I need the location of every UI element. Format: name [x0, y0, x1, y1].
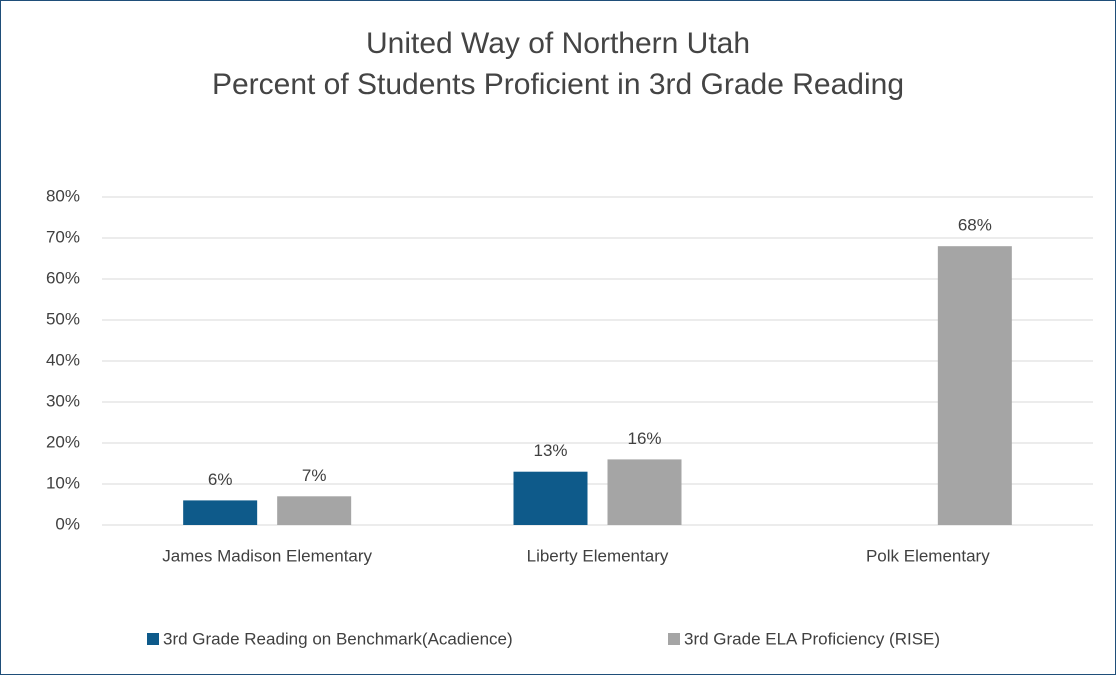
legend-swatch: [668, 633, 680, 645]
y-tick-label: 50%: [46, 309, 80, 328]
bar: [607, 459, 682, 525]
x-tick-label: Polk Elementary: [866, 546, 990, 565]
bar: [513, 471, 588, 525]
y-tick-label: 60%: [46, 268, 80, 287]
x-tick-label: Liberty Elementary: [527, 546, 669, 565]
y-tick-label: 20%: [46, 432, 80, 451]
data-label: 13%: [533, 441, 567, 460]
y-tick-label: 70%: [46, 227, 80, 246]
y-tick-label: 80%: [46, 186, 80, 205]
chart-title: United Way of Northern Utah: [366, 27, 750, 60]
y-tick-label: 30%: [46, 391, 80, 410]
data-label: 16%: [627, 429, 661, 448]
legend-label: 3rd Grade Reading on Benchmark(Acadience…: [163, 629, 513, 648]
x-tick-label: James Madison Elementary: [162, 546, 372, 565]
chart-subtitle: Percent of Students Proficient in 3rd Gr…: [212, 68, 904, 101]
legend-swatch: [147, 633, 159, 645]
data-label: 6%: [208, 470, 233, 489]
legend-label: 3rd Grade ELA Proficiency (RISE): [684, 629, 940, 648]
data-label: 7%: [302, 466, 327, 485]
bar: [937, 246, 1012, 525]
bar: [277, 496, 352, 525]
y-tick-label: 40%: [46, 350, 80, 369]
y-tick-label: 10%: [46, 473, 80, 492]
data-label: 68%: [958, 216, 992, 235]
y-tick-label: 0%: [55, 514, 80, 533]
bar: [183, 500, 258, 525]
